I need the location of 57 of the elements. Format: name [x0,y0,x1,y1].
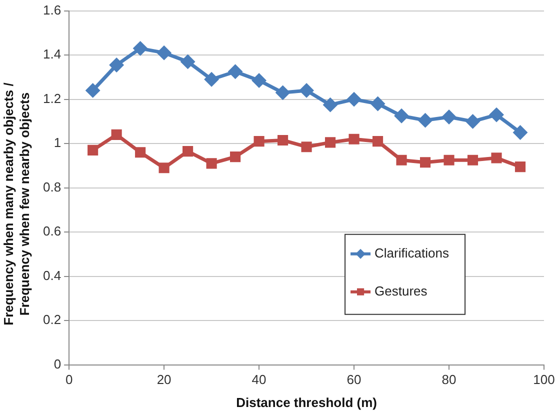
point [442,110,456,124]
point [254,136,264,147]
point [206,158,217,169]
point [372,136,384,147]
legend-label: Clarifications [374,245,450,260]
x-tick-label: 0 [65,372,73,388]
y-tick-label: 0.4 [42,268,62,283]
point [228,64,242,78]
x-tick-label: 80 [442,372,456,388]
x-tick-label: 100 [533,372,555,388]
y-tick-label: 0.6 [42,224,62,239]
point [134,42,148,56]
x-tick-label: 20 [156,372,172,388]
point [444,154,454,166]
point [110,58,124,72]
point [276,86,290,100]
point [420,157,431,168]
y-axis-title: Frequency when many nearby objects / Frequency when few nearby objects [1,82,33,328]
point [347,92,361,106]
point [135,147,146,158]
point [300,84,314,98]
point [396,154,407,166]
point [181,54,195,68]
point [157,46,171,60]
point [230,152,241,162]
point [514,126,528,140]
point [371,96,385,110]
point [88,144,98,156]
point [418,114,432,128]
point [348,134,360,144]
point [111,129,122,140]
point [324,98,338,112]
point [182,146,194,157]
y-tick-label: 0.8 [42,179,62,194]
y-tick-label: 1 [54,135,62,150]
point [204,72,218,86]
point [301,142,312,152]
point [394,109,408,123]
point [490,108,504,122]
x-tick-label: 60 [346,372,362,388]
y-tick-label: 1.6 [42,2,62,18]
x-tick-label: 40 [252,372,266,388]
y-tick-label: 1.4 [42,46,62,62]
point [278,134,288,146]
point [467,154,478,166]
point [324,137,336,148]
y-tick-label: 0 [54,356,62,372]
point [466,114,480,128]
point [86,84,100,98]
point [491,152,502,164]
x-axis-title: Distance threshold (m) [236,394,377,410]
point [514,161,526,172]
point [252,74,266,88]
point [158,162,170,174]
y-tick-label: 1.2 [42,90,62,106]
y-tick-label: 0.2 [42,312,62,328]
legend-label: Gestures [374,283,428,298]
